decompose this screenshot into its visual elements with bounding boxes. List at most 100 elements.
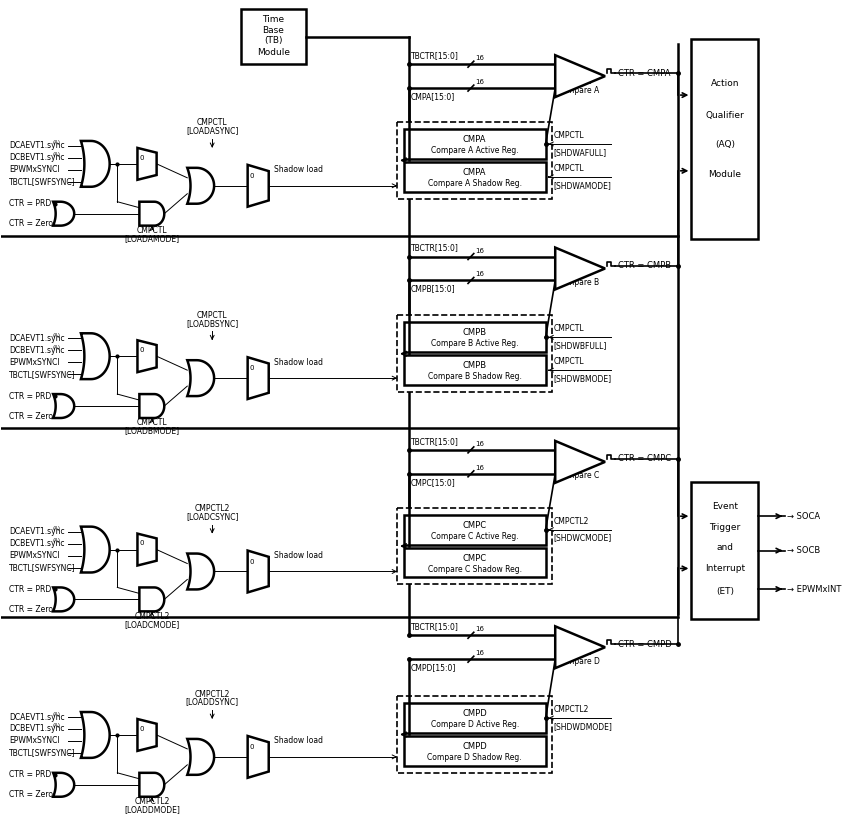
Text: [SHDWBMODE]: [SHDWBMODE] (553, 374, 611, 383)
Bar (404, 323, 545, 352)
Bar (397, 508, 552, 584)
Text: DCBEVT1.sync: DCBEVT1.sync (9, 346, 64, 354)
Text: CMPCTL2: CMPCTL2 (194, 690, 230, 699)
Text: (TB): (TB) (265, 36, 282, 45)
Text: CTR = Zero: CTR = Zero (9, 411, 53, 421)
Text: DCAEVT1.sync: DCAEVT1.sync (9, 712, 64, 722)
Text: [SHDWCMODE]: [SHDWCMODE] (553, 534, 611, 543)
Bar (397, 315, 552, 392)
Text: CTR = CMPD: CTR = CMPD (618, 639, 672, 649)
Text: → SOCB: → SOCB (787, 546, 820, 555)
Text: 0: 0 (249, 365, 254, 371)
Text: EPWMxSYNCI: EPWMxSYNCI (9, 737, 59, 746)
Polygon shape (137, 147, 157, 180)
Text: CMPCTL2: CMPCTL2 (194, 504, 230, 513)
Text: 16: 16 (475, 465, 483, 471)
Text: CMPA: CMPA (463, 135, 487, 144)
Text: CMPC: CMPC (463, 554, 487, 562)
Bar (397, 122, 552, 199)
Text: (A): (A) (53, 723, 61, 728)
Polygon shape (81, 526, 109, 572)
Polygon shape (187, 739, 214, 775)
Text: CTR = PRD: CTR = PRD (9, 391, 52, 401)
Text: [SHDWDMODE]: [SHDWDMODE] (553, 722, 612, 731)
Text: CMPCTL: CMPCTL (553, 324, 584, 334)
Text: Shadow load: Shadow load (274, 358, 322, 367)
Text: CMPD: CMPD (462, 742, 487, 751)
Text: CTR = PRD: CTR = PRD (9, 585, 52, 594)
Text: (A): (A) (53, 344, 61, 349)
Text: 16: 16 (475, 272, 483, 277)
Bar (404, 547, 545, 577)
Text: 0: 0 (139, 155, 144, 161)
Text: 16: 16 (475, 79, 483, 85)
Text: Compare A Active Reg.: Compare A Active Reg. (431, 146, 518, 155)
Text: CTR = Zero: CTR = Zero (9, 790, 53, 799)
Text: DCBEVT1.sync: DCBEVT1.sync (9, 153, 64, 163)
Polygon shape (555, 247, 605, 289)
Text: CMPCTL: CMPCTL (137, 418, 167, 427)
Text: TBCTR[15:0]: TBCTR[15:0] (410, 51, 459, 60)
Text: CMPCTL: CMPCTL (197, 311, 227, 320)
Polygon shape (555, 441, 605, 483)
Text: EPWMxSYNCI: EPWMxSYNCI (9, 358, 59, 367)
Text: CTR = Zero: CTR = Zero (9, 605, 53, 614)
Text: Base: Base (263, 26, 284, 34)
Polygon shape (555, 55, 605, 97)
Text: CTR = Zero: CTR = Zero (9, 220, 53, 228)
Text: 0: 0 (249, 744, 254, 750)
Text: Interrupt: Interrupt (705, 564, 745, 573)
Text: [LOADCSYNC]: [LOADCSYNC] (186, 512, 238, 521)
Polygon shape (139, 394, 165, 418)
Text: CMPCTL: CMPCTL (553, 131, 584, 140)
Text: Module: Module (708, 170, 741, 179)
Polygon shape (137, 534, 157, 566)
Text: Compare D Active Reg.: Compare D Active Reg. (431, 720, 519, 729)
Text: and: and (717, 543, 734, 552)
Text: CMPB[15:0]: CMPB[15:0] (410, 284, 455, 293)
Polygon shape (81, 334, 109, 379)
Polygon shape (248, 165, 269, 207)
Text: Compare B Active Reg.: Compare B Active Reg. (431, 339, 518, 349)
Text: TBCTL[SWFSYNC]: TBCTL[SWFSYNC] (9, 748, 75, 758)
Text: EPWMxSYNCI: EPWMxSYNCI (9, 551, 59, 560)
Polygon shape (555, 626, 605, 668)
Text: Compare B Shadow Reg.: Compare B Shadow Reg. (427, 372, 522, 381)
Polygon shape (53, 394, 75, 418)
Text: TBCTL[SWFSYNC]: TBCTL[SWFSYNC] (9, 370, 75, 379)
Bar (691, 482, 758, 619)
Text: Compare C Shadow Reg.: Compare C Shadow Reg. (427, 565, 522, 573)
Text: DCAEVT1.sync: DCAEVT1.sync (9, 142, 64, 150)
Text: (AQ): (AQ) (715, 141, 735, 149)
Text: 16: 16 (475, 247, 483, 254)
Text: Counter: Counter (563, 76, 594, 85)
Text: Event: Event (711, 502, 738, 511)
Text: CMPCTL: CMPCTL (137, 226, 167, 235)
Text: Counter: Counter (563, 463, 594, 471)
Text: (A): (A) (53, 526, 61, 531)
Polygon shape (81, 712, 109, 758)
Text: 0: 0 (139, 347, 144, 353)
Text: CMPCTL: CMPCTL (553, 357, 584, 366)
Text: 16: 16 (475, 650, 483, 656)
Text: → SOCA: → SOCA (787, 512, 820, 520)
Text: Qualifier: Qualifier (706, 111, 745, 120)
Polygon shape (248, 736, 269, 778)
Text: 0: 0 (139, 726, 144, 732)
Text: CMPC[15:0]: CMPC[15:0] (410, 478, 455, 487)
Text: CMPD: CMPD (462, 709, 487, 718)
Text: 16: 16 (475, 441, 483, 447)
Text: [LOADCMODE]: [LOADCMODE] (124, 620, 180, 628)
Text: CMPCTL: CMPCTL (553, 163, 584, 173)
Text: TBCTR[15:0]: TBCTR[15:0] (410, 244, 459, 252)
Text: DCAEVT1.sync: DCAEVT1.sync (9, 527, 64, 536)
Text: Compare B: Compare B (557, 278, 600, 287)
Text: (A): (A) (53, 153, 61, 158)
Text: CTR = CMPA: CTR = CMPA (618, 69, 671, 78)
Text: [SHDWAFULL]: [SHDWAFULL] (553, 147, 606, 157)
Text: Counter: Counter (563, 269, 594, 278)
Text: (A): (A) (53, 141, 61, 146)
Text: CTR = PRD: CTR = PRD (9, 770, 52, 779)
Text: TBCTL[SWFSYNC]: TBCTL[SWFSYNC] (9, 563, 75, 572)
Text: DCBEVT1.sync: DCBEVT1.sync (9, 539, 64, 548)
